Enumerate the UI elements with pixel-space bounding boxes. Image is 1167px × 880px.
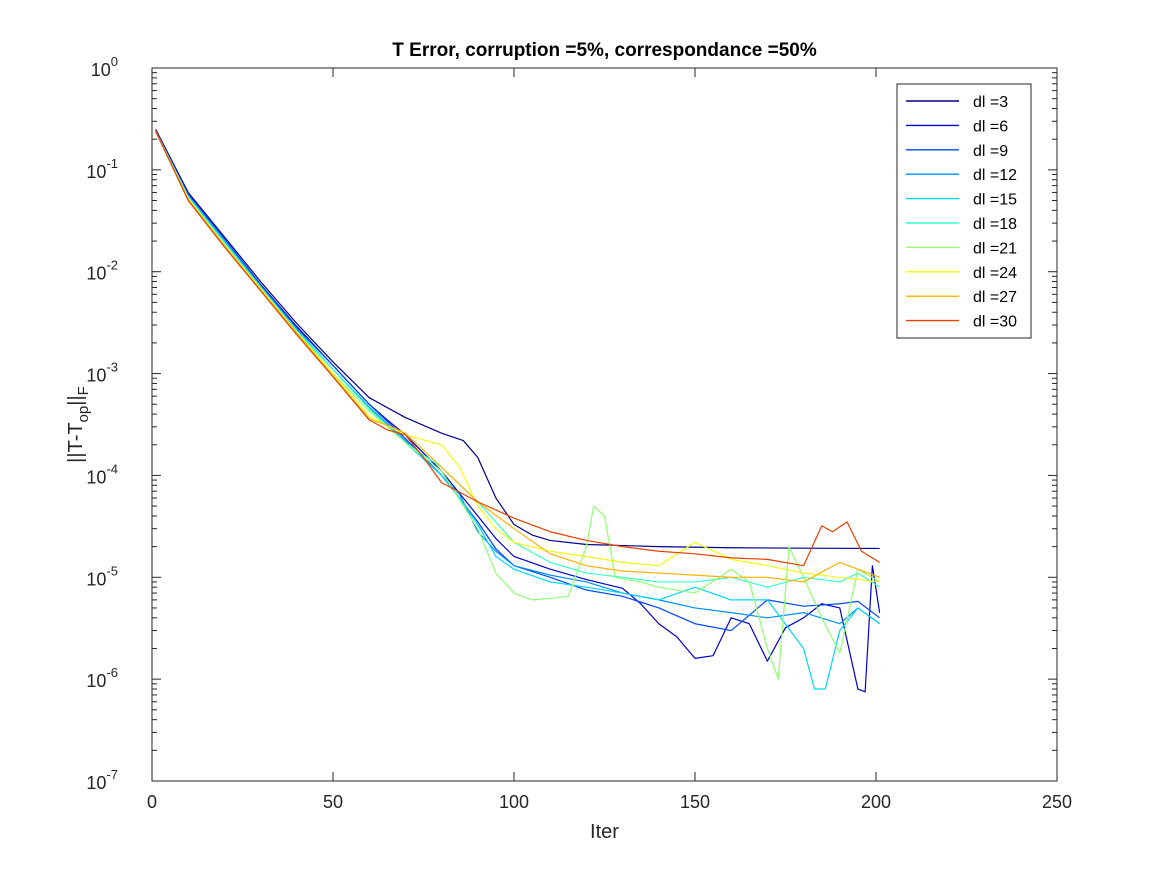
y-tick-label: 100 (91, 54, 118, 80)
x-tick-label: 100 (499, 792, 529, 812)
y-tick-exponent: -4 (106, 461, 118, 476)
series-lines (155, 129, 881, 693)
x-tick-label: 250 (1042, 792, 1072, 812)
series-line (155, 130, 880, 583)
y-tick-base: 10 (86, 162, 106, 182)
y-tick-exponent: -7 (106, 767, 118, 782)
y-tick-base: 10 (86, 671, 106, 691)
y-tick-label: 10-7 (86, 767, 118, 793)
series-line (155, 130, 880, 690)
legend-label: dl =27 (973, 289, 1017, 306)
y-label-base: ||T-T (65, 422, 87, 462)
y-tick-label: 10-2 (86, 258, 118, 284)
y-tick-base: 10 (86, 569, 106, 589)
legend-label: dl =12 (973, 167, 1017, 184)
y-tick-exponent: 0 (111, 54, 118, 69)
legend-label: dl =30 (973, 314, 1017, 331)
y-tick-label: 10-4 (86, 461, 118, 487)
series-line (155, 129, 880, 550)
x-axis-label: Iter (590, 821, 619, 843)
y-tick-base: 10 (86, 264, 106, 284)
y-tick-exponent: -3 (106, 360, 118, 375)
legend-label: dl =24 (973, 265, 1017, 282)
y-tick-label: 10-6 (86, 665, 118, 691)
x-tick-label: 50 (323, 792, 343, 812)
y-label-sub-op: op (75, 406, 92, 423)
y-tick-label: 10-5 (86, 563, 118, 589)
legend-label: dl =6 (973, 118, 1008, 135)
y-label-sub-f: F (75, 386, 92, 395)
y-tick-base: 10 (91, 60, 111, 80)
legend-label: dl =15 (973, 192, 1017, 209)
legend-label: dl =3 (973, 94, 1008, 111)
x-tick-label: 150 (680, 792, 710, 812)
y-tick-exponent: -2 (106, 258, 118, 273)
y-tick-exponent: -6 (106, 665, 118, 680)
y-tick-exponent: -5 (106, 563, 118, 578)
y-tick-exponent: -1 (106, 156, 118, 171)
legend-label: dl =18 (973, 216, 1017, 233)
y-tick-base: 10 (86, 773, 106, 793)
legend-label: dl =9 (973, 143, 1008, 160)
series-line (155, 130, 880, 567)
chart-title: T Error, corruption =5%, correspondance … (392, 40, 817, 61)
y-tick-label: 10-3 (86, 360, 118, 386)
legend: dl =3 dl =6 dl =9 dl =12 dl =15 dl =18 dl =21 d… (896, 83, 1032, 339)
x-tick-label: 200 (861, 792, 891, 812)
y-tick-base: 10 (86, 366, 106, 386)
y-label-mid: || (65, 395, 87, 405)
y-tick-label: 10-1 (86, 156, 118, 182)
y-axis-label: ||T-Top||F (65, 386, 92, 463)
y-tick-base: 10 (86, 467, 106, 487)
x-tick-label: 0 (147, 792, 157, 812)
legend-label: dl =21 (973, 240, 1017, 257)
